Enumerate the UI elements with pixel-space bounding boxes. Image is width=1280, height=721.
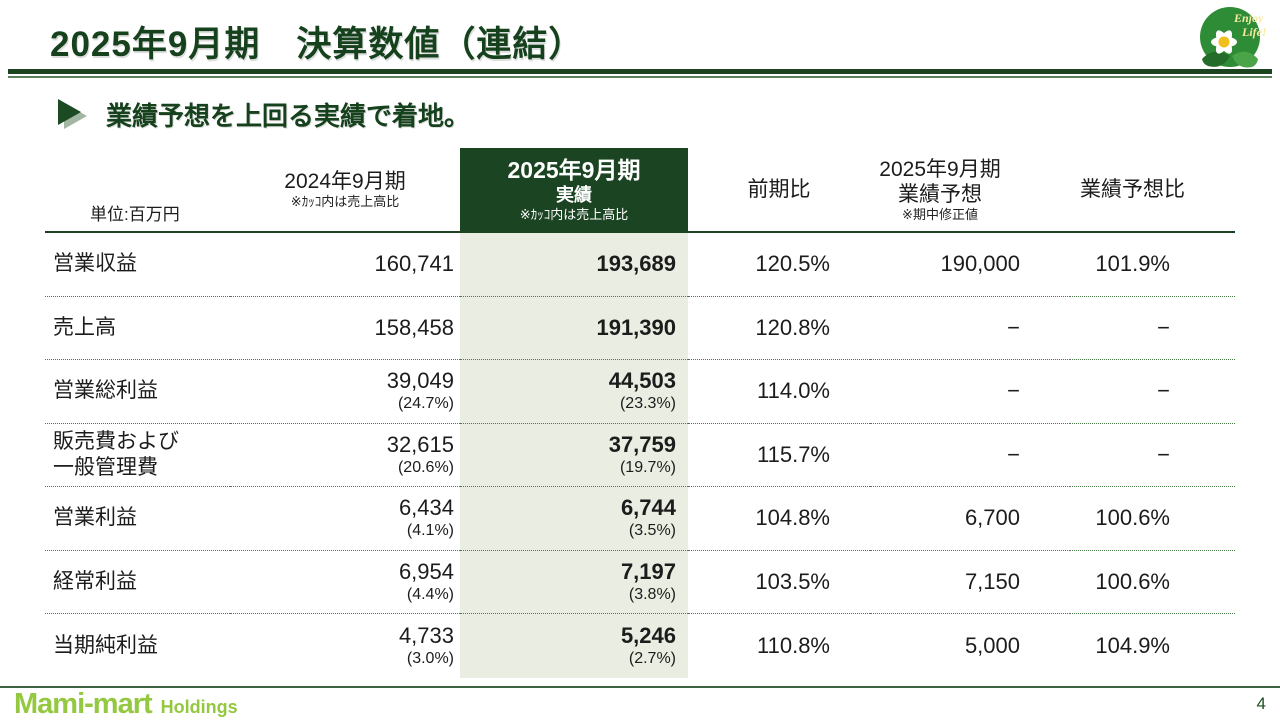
arrow-bullet-icon (58, 99, 92, 129)
col-header-forecast: 2025年9月期 業績予想 ※期中修正値 (870, 148, 1070, 233)
fy2025-ratio: (3.8%) (628, 585, 676, 603)
yoy-value: 120.8% (688, 297, 870, 360)
yoy-value: 110.8% (757, 632, 830, 658)
col-header-fy2024: 2024年9月期 ※ｶｯｺ内は売上高比 (230, 148, 460, 233)
fy2024-ratio: (20.6%) (397, 458, 454, 476)
yoy-value: 104.8% (688, 487, 870, 551)
forecast-value: − (870, 424, 1070, 487)
yoy-value: 120.5% (688, 233, 870, 297)
forecast-value: 5,000 (964, 632, 1020, 658)
fy2024-value: 6,954 (398, 558, 454, 584)
company-logo: Mami-mart Holdings (14, 688, 238, 721)
yoy-value: 114.0% (688, 360, 870, 424)
fy2024-value: 6,434 (398, 495, 454, 521)
company-logo-text: Mami-mart (14, 688, 153, 720)
fy2024-value: 160,741 (374, 251, 454, 277)
key-message-text: 業績予想を上回る実績で着地。 (106, 100, 471, 131)
col-header-yoy: 前期比 (688, 148, 870, 233)
title-divider (8, 69, 1272, 78)
fy2024-ratio: (4.4%) (406, 585, 454, 603)
fy2024-ratio: (24.7%) (397, 395, 454, 413)
vs-forecast-value: − (1070, 297, 1235, 360)
svg-text:Life!: Life! (1241, 25, 1267, 39)
fy2024-ratio: (4.1%) (406, 522, 454, 540)
unit-label: 単位:百万円 (45, 148, 230, 233)
forecast-value: 7,150 (870, 551, 1070, 614)
enjoy-life-logo-icon: Enjoy Life! (1200, 7, 1267, 68)
row-label: 営業利益 (45, 487, 230, 551)
fy2025-ratio: (3.5%) (628, 522, 676, 540)
fy2025-value: 5,246 (620, 622, 676, 648)
row-label: 営業収益 (45, 233, 230, 297)
key-message: 業績予想を上回る実績で着地。 (58, 96, 470, 132)
yoy-value: 103.5% (688, 551, 870, 614)
fy2024-ratio: (3.0%) (406, 649, 454, 667)
fy2025-ratio: (19.7%) (619, 458, 676, 476)
col-header-fy2025-actual: 2025年9月期 実績 ※ｶｯｺ内は売上高比 (460, 148, 688, 233)
forecast-value: 190,000 (870, 233, 1070, 297)
forecast-value: − (870, 297, 1070, 360)
fy2025-value: 37,759 (608, 431, 676, 457)
fy2024-value: 32,615 (386, 431, 454, 457)
row-label: 販売費および 一般管理費 (45, 424, 230, 487)
vs-forecast-value: 100.6% (1070, 551, 1235, 614)
fy2025-value: 7,197 (620, 558, 676, 584)
vs-forecast-value: − (1070, 360, 1235, 424)
vs-forecast-value: 104.9% (1095, 632, 1170, 658)
svg-text:Enjoy: Enjoy (1233, 11, 1264, 25)
forecast-value: 6,700 (870, 487, 1070, 551)
fy2025-ratio: (23.3%) (619, 395, 676, 413)
vs-forecast-value: − (1070, 424, 1235, 487)
page-number: 4 (1256, 694, 1266, 713)
company-logo-suffix: Holdings (160, 697, 238, 717)
col-header-vs-forecast: 業績予想比 (1070, 148, 1235, 233)
fy2024-value: 39,049 (386, 368, 454, 394)
row-label: 経常利益 (45, 551, 230, 614)
row-label: 売上高 (45, 297, 230, 360)
fy2025-value: 191,390 (596, 314, 676, 340)
yoy-value: 115.7% (688, 424, 870, 487)
footer-divider (0, 686, 1280, 688)
forecast-value: − (870, 360, 1070, 424)
enjoy-life-logo: Enjoy Life! (1192, 4, 1268, 80)
fy2024-value: 158,458 (374, 314, 454, 340)
results-table: 単位:百万円 2024年9月期 ※ｶｯｺ内は売上高比 2025年9月期 実績 ※… (45, 148, 1235, 678)
fy2025-value: 193,689 (596, 251, 676, 277)
row-label: 営業総利益 (45, 360, 230, 424)
page-title: 2025年9月期 決算数値（連結） (50, 25, 585, 64)
vs-forecast-value: 101.9% (1070, 233, 1235, 297)
vs-forecast-value: 100.6% (1070, 487, 1235, 551)
fy2025-ratio: (2.7%) (628, 649, 676, 667)
row-label: 当期純利益 (53, 633, 158, 657)
fy2024-value: 4,733 (398, 622, 454, 648)
fy2025-value: 44,503 (608, 368, 676, 394)
fy2025-value: 6,744 (620, 495, 676, 521)
